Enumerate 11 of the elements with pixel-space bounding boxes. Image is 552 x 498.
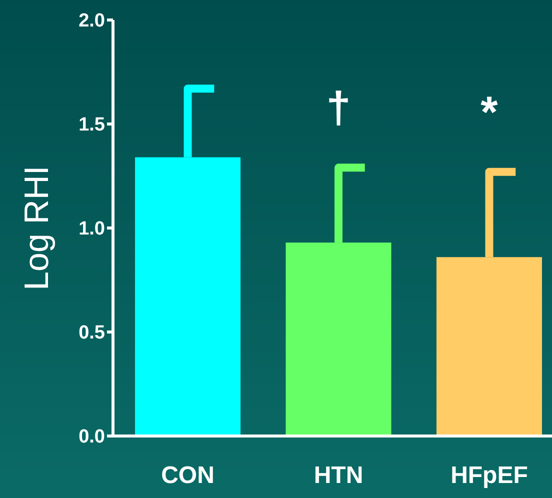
x-tick-label: HTN bbox=[314, 462, 364, 489]
annotation: † bbox=[326, 84, 351, 133]
y-tick-label: 2.0 bbox=[78, 10, 105, 32]
x-tick-label: HFpEF bbox=[450, 462, 528, 489]
annotation: * bbox=[480, 88, 499, 137]
x-tick-label: CON bbox=[161, 462, 214, 489]
y-axis-title: Log RHI bbox=[18, 166, 56, 290]
y-tick-label: 0.0 bbox=[78, 426, 105, 448]
y-tick-label: 1.0 bbox=[78, 218, 105, 240]
y-tick-label: 1.5 bbox=[78, 114, 106, 136]
y-tick-label: 0.5 bbox=[78, 322, 106, 344]
